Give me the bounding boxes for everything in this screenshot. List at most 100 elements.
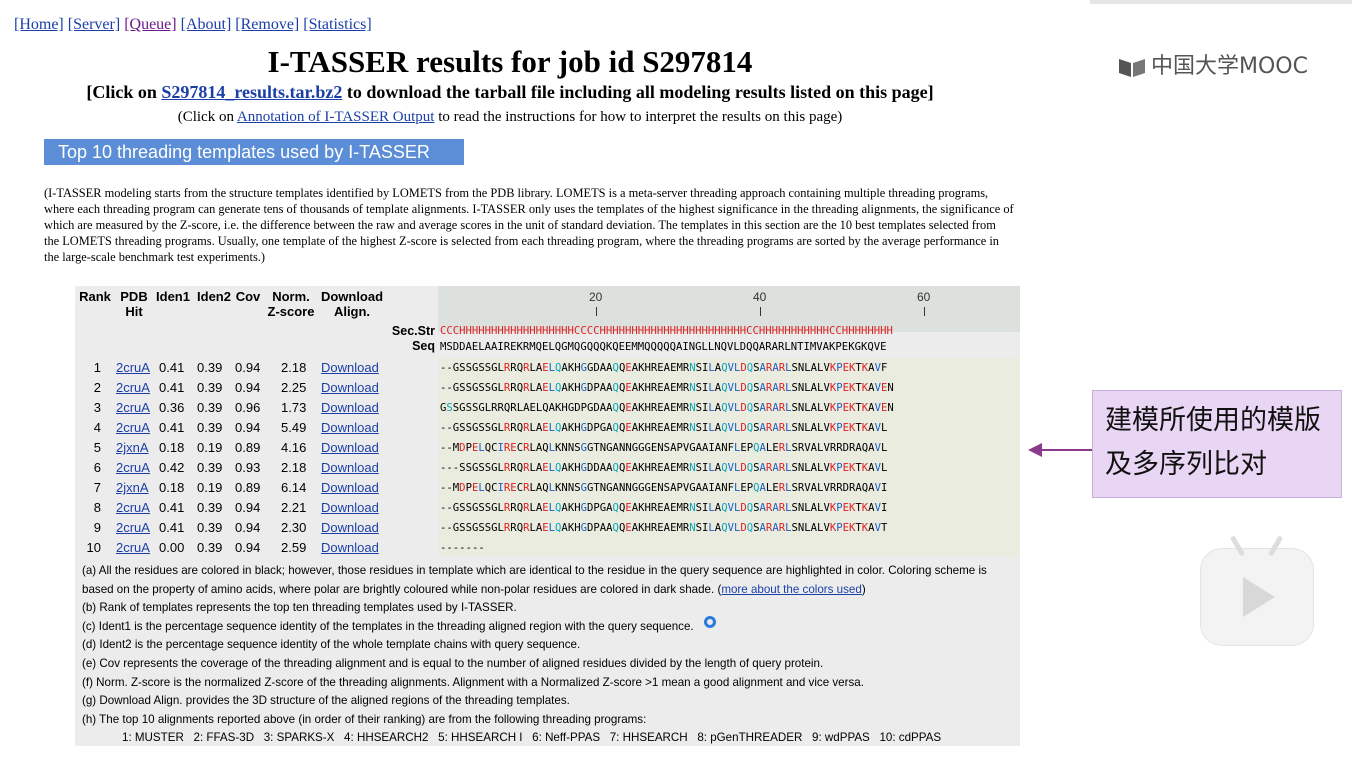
col-header-pdb: PDB Hit: [120, 289, 148, 319]
pdb-hit-link[interactable]: 2cruA: [116, 400, 150, 415]
tarball-link[interactable]: S297814_results.tar.bz2: [161, 82, 343, 102]
download-align-link[interactable]: Download: [321, 380, 379, 395]
pdb-hit-link[interactable]: 2cruA: [116, 420, 150, 435]
table-cell-cov: 0.93: [235, 460, 261, 475]
note-e: (e) Cov represents the coverage of the t…: [82, 656, 824, 670]
table-cell-rank: 3: [93, 400, 101, 415]
table-cell-iden1: 0.41: [159, 520, 185, 535]
pdb-hit-link[interactable]: 2cruA: [116, 540, 150, 555]
table-cell-zscore: 2.25: [281, 380, 307, 395]
table-cell-cov: 0.94: [235, 540, 261, 555]
alignment-sequence: --GSSGSSGLRRQRLAELQAKHGDPGAQQEAKHREAEMRN…: [440, 422, 888, 434]
table-cell-iden2: 0.39: [197, 420, 223, 435]
arrow-left-icon: [1028, 443, 1042, 457]
alignment-sequence: --MDPELQCIRECRLAQLKNNSGGTNGANNGGGENSAPVG…: [440, 482, 888, 494]
nav-queue-link[interactable]: [Queue]: [124, 16, 177, 33]
download-align-link[interactable]: Download: [321, 420, 379, 435]
pdb-hit-link[interactable]: 2cruA: [116, 520, 150, 535]
table-row: 7 2jxnA 0.18 0.19 0.89 6.14 Download --MDPELQCI…: [75, 478, 1020, 498]
col-header-zscore: Norm. Z-score: [267, 289, 315, 319]
mooc-watermark-text: 中国大学MOOC: [1151, 54, 1308, 79]
table-cell-rank: 1: [93, 360, 101, 375]
table-cell-iden1: 0.41: [159, 500, 185, 515]
table-cell-cov: 0.94: [235, 420, 261, 435]
play-icon: [1243, 577, 1275, 617]
page-title: I-TASSER results for job id S297814: [267, 44, 753, 79]
table-row: 10 2cruA 0.00 0.39 0.94 2.59 Download -------: [75, 538, 1020, 558]
table-cell-iden2: 0.19: [197, 440, 223, 455]
alignment-sequence: ---SSGSSGLRRQRLAELQAKHGDDAAQQEAKHREAEMRN…: [440, 462, 888, 474]
mooc-watermark: 中国大学MOOC: [1117, 48, 1308, 80]
colors-link[interactable]: more about the colors used: [721, 582, 862, 596]
pdb-hit-link[interactable]: 2cruA: [116, 500, 150, 515]
nav-home-link[interactable]: [Home]: [14, 16, 64, 33]
table-row: 5 2jxnA 0.18 0.19 0.89 4.16 Download --MDPELQCI…: [75, 438, 1020, 458]
table-cell-iden1: 0.41: [159, 360, 185, 375]
download-align-link[interactable]: Download: [321, 540, 379, 555]
query-sequence: MSDDAELAAIREKRMQELQGMQGQQQKQEEMMQQQQQAIN…: [440, 341, 887, 353]
nav-statistics-link[interactable]: [Statistics]: [303, 16, 372, 33]
mooc-logo-icon: [1117, 55, 1147, 79]
note-c: (c) Ident1 is the percentage sequence id…: [82, 619, 694, 633]
table-cell-zscore: 1.73: [281, 400, 307, 415]
table-cell-iden2: 0.39: [197, 500, 223, 515]
table-cell-iden2: 0.39: [197, 380, 223, 395]
table-cell-rank: 6: [93, 460, 101, 475]
alignment-sequence: --GSSGSSGLRRQRLAELQAKHGDPAAQQEAKHREAEMRN…: [440, 522, 888, 534]
table-cell-iden2: 0.19: [197, 480, 223, 495]
table-row: 3 2cruA 0.36 0.39 0.96 1.73 Download GSSGSSGLRR…: [75, 398, 1020, 418]
pdb-hit-link[interactable]: 2cruA: [116, 360, 150, 375]
download-align-link[interactable]: Download: [321, 440, 379, 455]
pdb-hit-link[interactable]: 2jxnA: [116, 480, 149, 495]
ruler-bar: [760, 307, 761, 316]
download-align-link[interactable]: Download: [321, 520, 379, 535]
ruler-bar: [596, 307, 597, 316]
download-align-link[interactable]: Download: [321, 360, 379, 375]
alignment-sequence: -------: [440, 542, 485, 554]
alignment-background: [438, 358, 1020, 556]
annotation-link[interactable]: Annotation of I-TASSER Output: [236, 109, 435, 125]
table-cell-iden1: 0.00: [159, 540, 185, 555]
note-h: (h) The top 10 alignments reported above…: [82, 712, 647, 726]
nav-about-link[interactable]: [About]: [180, 16, 232, 33]
table-cell-cov: 0.94: [235, 380, 261, 395]
table-cell-iden1: 0.41: [159, 420, 185, 435]
table-row: 8 2cruA 0.41 0.39 0.94 2.21 Download --GSSGSSGL…: [75, 498, 1020, 518]
nav-server-link[interactable]: [Server]: [67, 16, 121, 33]
secondary-structure-string: CCCHHHHHHHHHHHHHHHHHHCCCCHHHHHHHHHHHHHHH…: [440, 325, 893, 337]
table-cell-zscore: 2.59: [281, 540, 307, 555]
table-cell-iden2: 0.39: [197, 540, 223, 555]
play-button[interactable]: [1200, 535, 1314, 646]
table-cell-zscore: 4.16: [281, 440, 307, 455]
table-row: 9 2cruA 0.41 0.39 0.94 2.30 Download --GSSGSSGL…: [75, 518, 1020, 538]
section-header-threading-templates[interactable]: Top 10 threading templates used by I-TAS…: [44, 139, 464, 165]
table-cell-rank: 10: [86, 540, 101, 555]
table-cell-iden1: 0.18: [159, 480, 185, 495]
table-cell-iden1: 0.41: [159, 380, 185, 395]
table-cell-cov: 0.94: [235, 360, 261, 375]
table-cell-zscore: 2.30: [281, 520, 307, 535]
templates-table-panel: Rank PDB Hit Iden1 Iden2 Cov Norm. Z-sco…: [75, 286, 1020, 746]
ruler-tick-60: 60: [917, 290, 931, 304]
table-cell-iden2: 0.39: [197, 460, 223, 475]
ruler-tick-20: 20: [589, 290, 603, 304]
pdb-hit-link[interactable]: 2jxnA: [116, 440, 149, 455]
nav-remove-link[interactable]: [Remove]: [235, 16, 300, 33]
pdb-hit-link[interactable]: 2cruA: [116, 460, 150, 475]
col-header-rank: Rank: [79, 289, 111, 304]
pdb-hit-link[interactable]: 2cruA: [116, 380, 150, 395]
download-align-link[interactable]: Download: [321, 480, 379, 495]
table-cell-zscore: 6.14: [281, 480, 307, 495]
top-progress-strip: [1090, 0, 1352, 4]
download-align-link[interactable]: Download: [321, 460, 379, 475]
download-align-link[interactable]: Download: [321, 500, 379, 515]
table-row: 2 2cruA 0.41 0.39 0.94 2.25 Download --GSSGSSGL…: [75, 378, 1020, 398]
note-f: (f) Norm. Z-score is the normalized Z-sc…: [82, 675, 864, 689]
alignment-sequence: --MDPELQCIRECRLAQLKNNSGGTNGANNGGGENSAPVG…: [440, 442, 888, 454]
table-cell-iden1: 0.18: [159, 440, 185, 455]
download-align-link[interactable]: Download: [321, 400, 379, 415]
col-header-cov: Cov: [235, 289, 261, 304]
table-cell-cov: 0.89: [235, 480, 261, 495]
table-cell-iden1: 0.36: [159, 400, 185, 415]
seq-label: Seq: [412, 339, 435, 353]
